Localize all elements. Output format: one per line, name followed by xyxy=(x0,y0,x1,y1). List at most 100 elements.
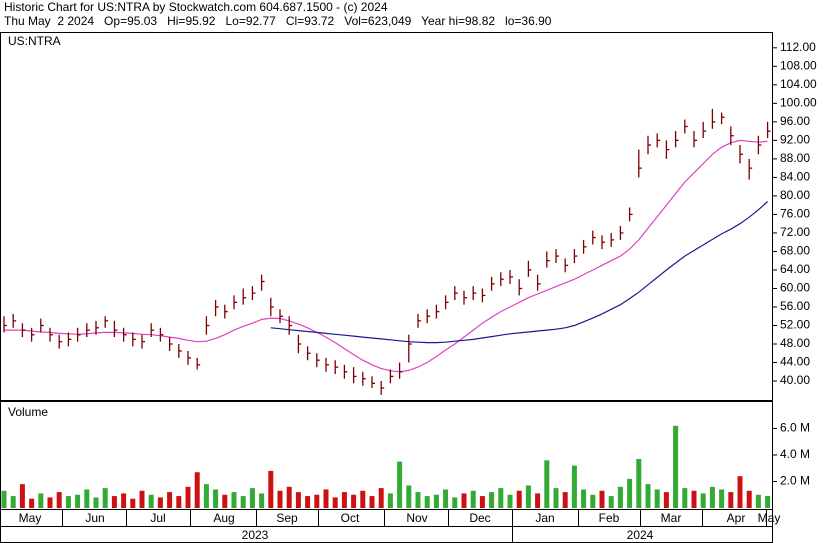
volume-bar xyxy=(295,492,301,508)
volume-bar xyxy=(636,458,642,508)
volume-bar xyxy=(231,492,237,508)
volume-bar xyxy=(65,496,71,508)
volume-bar xyxy=(654,489,660,508)
volume-bar xyxy=(323,489,329,508)
x-tick-label: Jul xyxy=(150,511,165,525)
volume-bar xyxy=(516,490,522,508)
volume-bar xyxy=(498,488,504,508)
volume-bar xyxy=(544,460,550,508)
x-tick-label: Oct xyxy=(341,511,360,525)
volume-bar xyxy=(424,496,430,508)
y-tick-label: 48.00 xyxy=(780,336,810,350)
y-tick-label: 72.00 xyxy=(780,225,810,239)
volume-bar xyxy=(259,493,265,508)
header-title: Historic Chart for US:NTRA by Stockwatch… xyxy=(4,0,388,14)
volume-bar xyxy=(286,486,292,508)
x-tick-label: Feb xyxy=(599,511,620,525)
y-tick-label: 84.00 xyxy=(780,170,810,184)
volume-bar xyxy=(157,497,163,508)
x-tick-label: Nov xyxy=(406,511,427,525)
volume-bar xyxy=(682,488,688,508)
volume-bar xyxy=(746,490,752,508)
volume-bar xyxy=(351,494,357,508)
volume-bar xyxy=(709,486,715,508)
volume-bar xyxy=(249,488,255,508)
volume-bar xyxy=(765,496,771,508)
volume-bar xyxy=(194,472,200,508)
volume-bar xyxy=(728,492,734,508)
volume-bar xyxy=(700,493,706,508)
volume-bar xyxy=(185,486,191,508)
volume-bar xyxy=(332,497,338,508)
volume-bar xyxy=(470,490,476,508)
volume-bar xyxy=(268,470,274,508)
x-tick-label: Sep xyxy=(276,511,298,525)
volume-bar xyxy=(38,493,44,508)
y-tick-label: 40.00 xyxy=(780,373,810,387)
volume-bar xyxy=(29,498,35,508)
volume-bar xyxy=(719,489,725,508)
volume-bar xyxy=(176,496,182,508)
x-tick-label: Dec xyxy=(469,511,490,525)
volume-bar xyxy=(19,484,25,508)
volume-bar xyxy=(387,493,393,508)
y-tick-label: 56.00 xyxy=(780,299,810,313)
volume-bar xyxy=(691,490,697,508)
moving-average xyxy=(270,201,769,344)
volume-bar xyxy=(167,492,173,508)
volume-bar xyxy=(581,489,587,508)
volume-bar xyxy=(277,490,283,508)
volume-bar xyxy=(443,489,449,508)
x-tick-label: Jan xyxy=(535,511,554,525)
y-tick-label: 6.0 M xyxy=(780,421,810,435)
volume-bar xyxy=(553,488,559,508)
volume-bar xyxy=(222,494,228,508)
volume-bar xyxy=(305,496,311,508)
y-tick-label: 44.00 xyxy=(780,355,810,369)
volume-bar xyxy=(461,493,467,508)
volume-bar xyxy=(378,488,384,508)
y-tick-label: 108.00 xyxy=(780,58,817,72)
y-tick-label: 104.00 xyxy=(780,77,817,91)
y-tick-label: 60.00 xyxy=(780,281,810,295)
x-tick-label: May xyxy=(758,511,781,525)
volume-bar xyxy=(203,484,209,508)
y-tick-label: 76.00 xyxy=(780,207,810,221)
volume-bar xyxy=(341,492,347,508)
price-panel xyxy=(0,32,773,401)
volume-bar xyxy=(240,496,246,508)
volume-bar xyxy=(645,484,651,508)
y-tick-label: 80.00 xyxy=(780,188,810,202)
volume-legend: Volume xyxy=(8,405,48,419)
volume-bar xyxy=(406,485,412,508)
volume-bar xyxy=(93,497,99,508)
volume-bar xyxy=(590,494,596,508)
volume-bar xyxy=(102,488,108,508)
volume-bar xyxy=(737,476,743,508)
volume-bar xyxy=(433,494,439,508)
volume-bar xyxy=(139,490,145,508)
y-tick-label: 100.00 xyxy=(780,96,817,110)
y-tick-label: 112.00 xyxy=(780,40,816,54)
volume-bar xyxy=(213,489,219,508)
y-tick-label: 4.0 M xyxy=(780,447,810,461)
volume-bar xyxy=(755,494,761,508)
volume-bar xyxy=(1,490,7,508)
x-tick-label: Mar xyxy=(661,511,682,525)
y-tick-label: 92.00 xyxy=(780,133,810,147)
volume-bar xyxy=(415,492,421,508)
volume-bar xyxy=(121,493,127,508)
volume-bar xyxy=(397,461,403,508)
volume-bar xyxy=(47,497,53,508)
volume-bar xyxy=(663,492,669,508)
volume-bar xyxy=(148,494,154,508)
y-tick-label: 96.00 xyxy=(780,114,810,128)
y-tick-label: 68.00 xyxy=(780,244,810,258)
header-quote: Thu May 2 2024 Op=95.03 Hi=95.92 Lo=92.7… xyxy=(4,14,552,28)
volume-bar xyxy=(75,494,81,508)
volume-bar xyxy=(571,465,577,508)
volume-bar xyxy=(130,498,136,508)
volume-bar xyxy=(617,486,623,508)
x-tick-label: Apr xyxy=(727,511,746,525)
